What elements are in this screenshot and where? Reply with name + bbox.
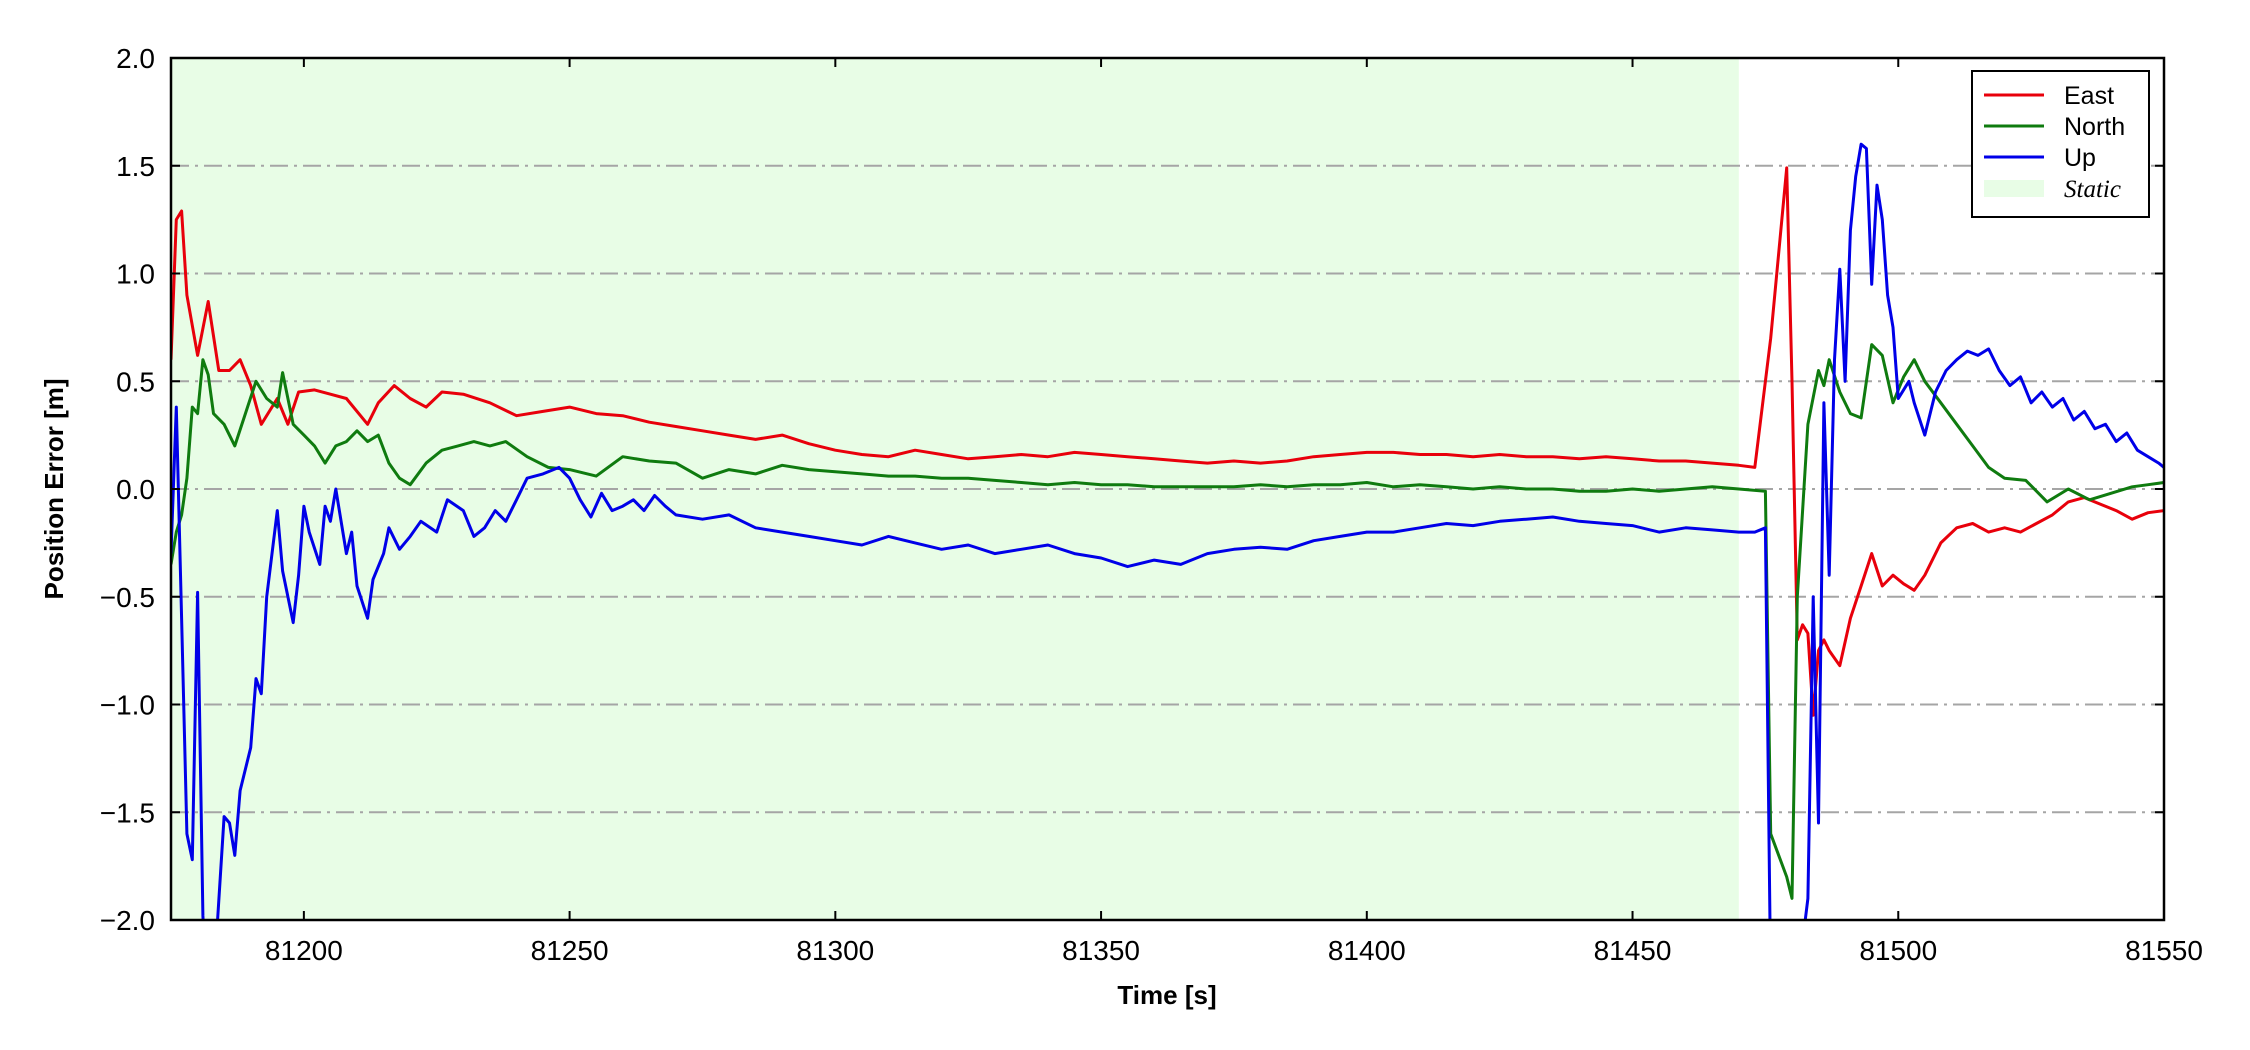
x-tick-label: 81450 (1594, 935, 1672, 966)
legend-label-north: North (2064, 113, 2125, 141)
x-tick-label: 81300 (796, 935, 874, 966)
y-tick-label: 1.5 (116, 151, 155, 182)
legend-label-east: East (2064, 82, 2114, 110)
x-tick-label: 81350 (1062, 935, 1140, 966)
y-tick-label: 2.0 (116, 43, 155, 74)
y-tick-label: 1.0 (116, 259, 155, 290)
x-tick-label: 81400 (1328, 935, 1406, 966)
y-tick-label: −1.0 (100, 690, 155, 721)
series-layer (171, 142, 2164, 920)
legend-swatch-static (1984, 180, 2044, 197)
grid-lines (171, 164, 2164, 814)
series-line-north (171, 343, 2164, 900)
y-tick-label: 0.0 (116, 474, 155, 505)
series-line-east (171, 166, 2164, 717)
x-tick-label: 81200 (265, 935, 343, 966)
y-tick-label: −0.5 (100, 582, 155, 613)
axis-ticks: 81200 81250 81300 81350 81400 81450 81500 81550… (100, 43, 2203, 966)
y-axis-title: Position Error [m] (39, 378, 69, 599)
series-line-up (171, 142, 2164, 920)
y-tick-label: −1.5 (100, 797, 155, 828)
x-axis-title: Time [s] (1117, 980, 1216, 1010)
x-tick-label: 81250 (531, 935, 609, 966)
y-tick-label: 0.5 (116, 366, 155, 397)
legend-label-static: Static (2064, 176, 2121, 203)
y-tick-label: −2.0 (100, 905, 155, 936)
x-tick-label: 81500 (1859, 935, 1937, 966)
legend-label-up: Up (2064, 144, 2096, 172)
legend: East North Up Static (1971, 70, 2150, 218)
x-tick-label: 81550 (2125, 935, 2203, 966)
